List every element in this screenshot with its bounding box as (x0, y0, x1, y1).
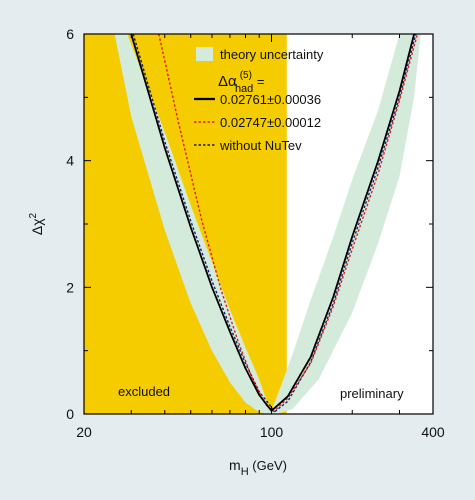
series-line-3 (132, 34, 417, 413)
x-tick-label-20: 20 (76, 424, 92, 440)
x-tick-label-100: 100 (260, 424, 284, 440)
legend-label-1: 0.02761±0.00036 (220, 92, 321, 107)
theory-uncertainty-band (114, 34, 421, 414)
preliminary-label: preliminary (340, 386, 404, 401)
y-tick-label-4: 4 (66, 153, 74, 169)
x-axis-label: mH (GeV) (229, 457, 287, 478)
excluded-label: excluded (118, 384, 170, 399)
legend-header: Δα (5) had = (218, 70, 265, 95)
y-tick-label-0: 0 (66, 406, 74, 422)
legend-uncertainty-label: theory uncertainty (220, 47, 324, 62)
legend-label-2: 0.02747±0.00012 (220, 115, 321, 130)
x-tick-label-400: 400 (421, 424, 445, 440)
y-tick-label-6: 6 (66, 26, 74, 42)
legend-band-swatch (196, 47, 213, 61)
series-line-2 (158, 34, 419, 413)
y-axis-label: Δχ2 (28, 212, 45, 235)
legend-label-3: without NuTev (219, 138, 302, 153)
y-tick-label-2: 2 (66, 279, 74, 295)
